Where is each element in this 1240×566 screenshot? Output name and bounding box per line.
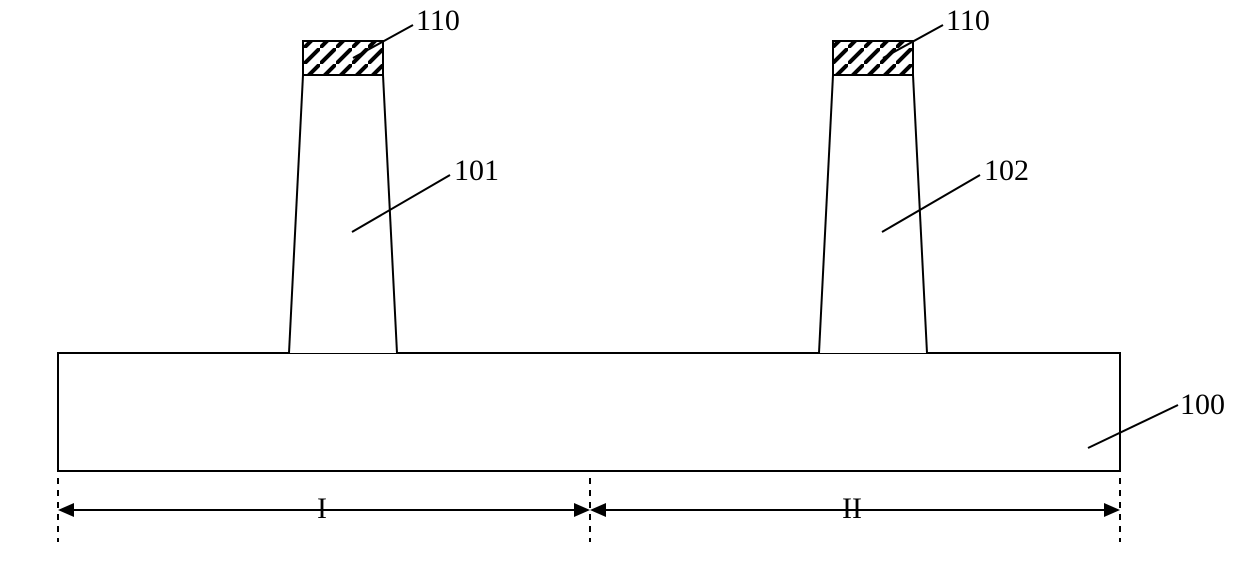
- fin-fill: [289, 75, 397, 353]
- label: 102: [984, 154, 1029, 188]
- label: 100: [1180, 388, 1225, 422]
- arrowhead: [58, 503, 74, 517]
- label: 110: [946, 4, 990, 38]
- substrate: [58, 353, 1120, 471]
- label: I: [317, 492, 327, 526]
- label: II: [842, 492, 862, 526]
- hard-mask: [303, 41, 383, 75]
- label: 101: [454, 154, 499, 188]
- figure-svg: [0, 0, 1240, 566]
- figure-root: 100110101110102III: [0, 0, 1240, 566]
- hard-mask: [833, 41, 913, 75]
- leader-line: [1088, 405, 1178, 448]
- label: 110: [416, 4, 460, 38]
- arrowhead: [590, 503, 606, 517]
- arrowhead: [574, 503, 590, 517]
- fin-fill: [819, 75, 927, 353]
- arrowhead: [1104, 503, 1120, 517]
